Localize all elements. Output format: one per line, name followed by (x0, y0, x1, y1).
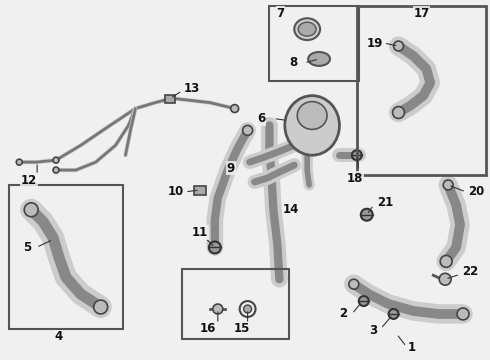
Text: 3: 3 (369, 324, 377, 337)
Bar (270, 6, 359, 81)
Circle shape (349, 279, 359, 289)
Bar (9, 185, 123, 329)
Text: 11: 11 (192, 226, 208, 239)
Text: 1: 1 (408, 341, 416, 354)
Circle shape (209, 242, 221, 253)
Circle shape (94, 300, 108, 314)
Circle shape (53, 167, 59, 173)
Text: 5: 5 (23, 241, 31, 254)
Ellipse shape (294, 18, 320, 40)
Text: 14: 14 (282, 203, 299, 216)
Bar (194, 186, 206, 195)
Text: 13: 13 (184, 82, 200, 95)
Circle shape (231, 105, 239, 113)
Circle shape (213, 304, 223, 314)
Circle shape (440, 255, 452, 267)
Text: 10: 10 (168, 185, 184, 198)
Circle shape (457, 308, 469, 320)
Text: 22: 22 (462, 265, 478, 278)
Circle shape (16, 159, 22, 165)
Text: 7: 7 (276, 7, 285, 20)
Bar (165, 95, 175, 103)
Text: 6: 6 (258, 112, 266, 125)
Text: 21: 21 (377, 196, 393, 209)
Bar (182, 269, 289, 339)
Circle shape (392, 107, 404, 118)
Ellipse shape (285, 96, 340, 155)
Text: 19: 19 (367, 37, 383, 50)
Circle shape (53, 157, 59, 163)
Text: 18: 18 (346, 171, 363, 185)
Text: 12: 12 (21, 174, 37, 186)
Ellipse shape (297, 102, 327, 129)
Text: 15: 15 (233, 322, 250, 336)
Circle shape (361, 209, 373, 221)
Circle shape (439, 273, 451, 285)
Circle shape (352, 150, 362, 160)
Ellipse shape (298, 22, 316, 36)
Circle shape (389, 309, 398, 319)
Text: 2: 2 (339, 307, 347, 320)
Text: 17: 17 (413, 7, 429, 20)
Text: 4: 4 (55, 330, 63, 343)
Text: 16: 16 (200, 322, 216, 336)
Circle shape (243, 125, 252, 135)
Circle shape (393, 41, 403, 51)
Circle shape (244, 305, 251, 313)
Circle shape (359, 296, 369, 306)
Bar (357, 6, 486, 175)
Text: 9: 9 (227, 162, 235, 175)
Text: 20: 20 (468, 185, 484, 198)
Circle shape (443, 180, 453, 190)
Text: 8: 8 (289, 57, 297, 69)
Ellipse shape (308, 52, 330, 66)
Circle shape (24, 203, 38, 217)
